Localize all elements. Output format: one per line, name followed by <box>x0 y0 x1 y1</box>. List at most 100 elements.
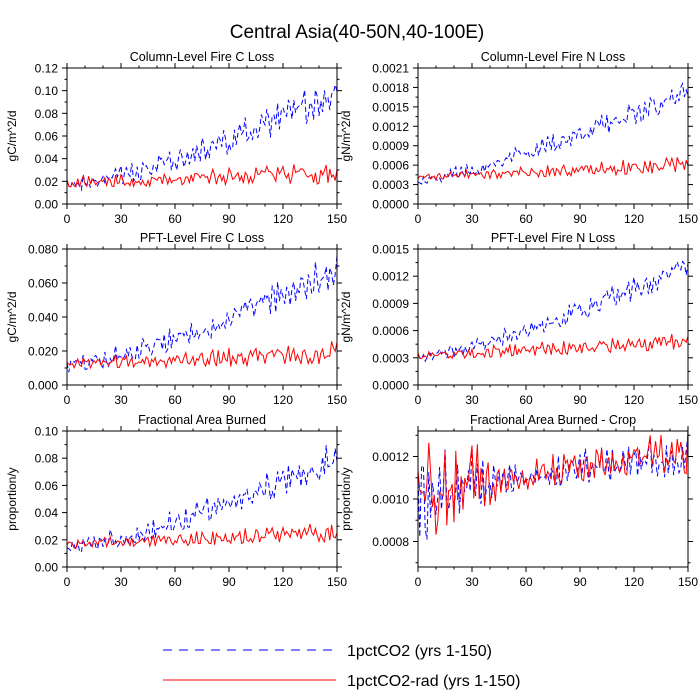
chart-title: PFT-Level Fire C Loss <box>140 231 264 245</box>
y-axis-label: gN/m^2/d <box>339 111 353 162</box>
y-tick-label: 0.0018 <box>372 81 409 95</box>
y-tick-label: 0.08 <box>35 107 59 121</box>
x-tick-label: 30 <box>465 393 479 407</box>
x-tick-label: 150 <box>678 575 698 589</box>
series-line-1pctco2-rad <box>417 427 689 535</box>
x-tick-label: 150 <box>678 393 698 407</box>
x-tick-label: 90 <box>222 575 236 589</box>
chart-panel-1: 0 30 60 90 120 150 0.00 0.02 0.04 0.06 0.08 0.10 0.1… <box>5 50 347 226</box>
x-tick-label: 0 <box>415 575 422 589</box>
y-tick-label: 0.040 <box>28 311 58 325</box>
y-tick-label: 0.080 <box>28 243 58 257</box>
series-line-1pctco2-rad <box>417 156 689 181</box>
x-tick-label: 0 <box>64 575 71 589</box>
x-tick-label: 0 <box>415 212 422 226</box>
x-tick-label: 0 <box>64 212 71 226</box>
y-tick-label: 0.10 <box>35 425 59 439</box>
legend: 1pctCO2 (yrs 1-150) 1pctCO2-rad (yrs 1-1… <box>163 643 520 690</box>
x-tick-label: 90 <box>573 575 587 589</box>
chart-title: PFT-Level Fire N Loss <box>491 231 615 245</box>
x-tick-label: 60 <box>519 393 533 407</box>
x-tick-label: 150 <box>327 393 347 407</box>
y-axis-label: gC/m^2/d <box>5 292 19 343</box>
y-axis-label: proportion/y <box>339 467 353 530</box>
chart-panels: 0 30 60 90 120 150 0.00 0.02 0.04 0.06 0.08 0.10 0.1… <box>5 50 698 589</box>
x-tick-label: 120 <box>273 212 293 226</box>
y-tick-label: 0.000 <box>28 379 58 393</box>
y-tick-label: 0.02 <box>35 175 59 189</box>
y-tick-label: 0.0010 <box>372 493 409 507</box>
legend-label-1pctco2-rad: 1pctCO2-rad (yrs 1-150) <box>347 673 520 690</box>
x-tick-label: 90 <box>222 212 236 226</box>
y-tick-label: 0.04 <box>35 152 59 166</box>
x-tick-label: 120 <box>624 393 644 407</box>
y-tick-label: 0.020 <box>28 345 58 359</box>
x-tick-label: 120 <box>624 575 644 589</box>
chart-panel-3: 0 30 60 90 120 150 0.000 0.020 0.040 0.060 0.080 PF… <box>5 231 347 407</box>
x-tick-label: 90 <box>222 393 236 407</box>
y-tick-label: 0.0008 <box>372 535 409 549</box>
x-tick-label: 150 <box>327 575 347 589</box>
y-tick-label: 0.08 <box>35 452 59 466</box>
x-tick-label: 150 <box>327 212 347 226</box>
y-axis-label: proportion/y <box>5 467 19 530</box>
plot-frame <box>417 248 689 386</box>
y-tick-label: 0.02 <box>35 533 59 547</box>
y-tick-label: 0.060 <box>28 277 58 291</box>
chart-title: Column-Level Fire C Loss <box>130 50 275 64</box>
x-tick-label: 30 <box>465 212 479 226</box>
y-tick-label: 0.0012 <box>372 270 409 284</box>
series-line-1pctco2-rad <box>66 164 338 189</box>
x-tick-label: 60 <box>519 212 533 226</box>
y-tick-label: 0.0012 <box>372 450 409 464</box>
x-tick-label: 60 <box>168 393 182 407</box>
chart-panel-5: 0 30 60 90 120 150 0.00 0.02 0.04 0.06 0.08 0.10 Fra… <box>5 413 347 589</box>
x-tick-label: 90 <box>573 393 587 407</box>
series-line-1pctco2 <box>66 445 338 554</box>
plot-frame <box>66 430 338 568</box>
series-line-1pctco2 <box>417 260 689 363</box>
series-line-1pctco2-rad <box>66 341 338 370</box>
chart-title: Fractional Area Burned - Crop <box>470 413 636 427</box>
y-tick-label: 0.04 <box>35 506 59 520</box>
x-tick-label: 120 <box>273 575 293 589</box>
y-tick-label: 0.00 <box>35 198 59 212</box>
y-tick-label: 0.00 <box>35 561 59 575</box>
x-tick-label: 30 <box>465 575 479 589</box>
y-tick-label: 0.0003 <box>372 178 409 192</box>
x-tick-label: 150 <box>678 212 698 226</box>
y-tick-label: 0.0006 <box>372 324 409 338</box>
y-tick-label: 0.12 <box>35 62 59 76</box>
x-tick-label: 120 <box>273 393 293 407</box>
x-tick-label: 60 <box>519 575 533 589</box>
y-tick-label: 0.0015 <box>372 243 409 257</box>
x-tick-label: 30 <box>114 212 128 226</box>
x-tick-label: 30 <box>114 575 128 589</box>
y-tick-label: 0.0000 <box>372 198 409 212</box>
y-axis-label: gC/m^2/d <box>5 111 19 162</box>
legend-label-1pctco2: 1pctCO2 (yrs 1-150) <box>347 643 492 660</box>
chart-panel-2: 0 30 60 90 120 150 0.0000 0.0003 0.0006 0.0009 0.0… <box>339 50 698 226</box>
y-tick-label: 0.0015 <box>372 100 409 114</box>
x-tick-label: 120 <box>624 212 644 226</box>
y-tick-label: 0.0009 <box>372 139 409 153</box>
chart-title: Column-Level Fire N Loss <box>481 50 626 64</box>
x-tick-label: 60 <box>168 575 182 589</box>
figure-title: Central Asia(40-50N,40-100E) <box>230 22 485 43</box>
x-tick-label: 30 <box>114 393 128 407</box>
y-tick-label: 0.0021 <box>372 62 409 76</box>
y-tick-label: 0.0006 <box>372 159 409 173</box>
y-tick-label: 0.0012 <box>372 120 409 134</box>
series-line-1pctco2 <box>417 434 689 540</box>
chart-title: Fractional Area Burned <box>138 413 266 427</box>
y-tick-label: 0.06 <box>35 479 59 493</box>
x-tick-label: 60 <box>168 212 182 226</box>
x-tick-label: 0 <box>64 393 71 407</box>
series-line-1pctco2 <box>66 84 338 192</box>
y-tick-label: 0.10 <box>35 84 59 98</box>
x-tick-label: 90 <box>573 212 587 226</box>
series-line-1pctco2-rad <box>66 523 338 549</box>
y-axis-label: gN/m^2/d <box>339 292 353 343</box>
y-tick-label: 0.06 <box>35 130 59 144</box>
